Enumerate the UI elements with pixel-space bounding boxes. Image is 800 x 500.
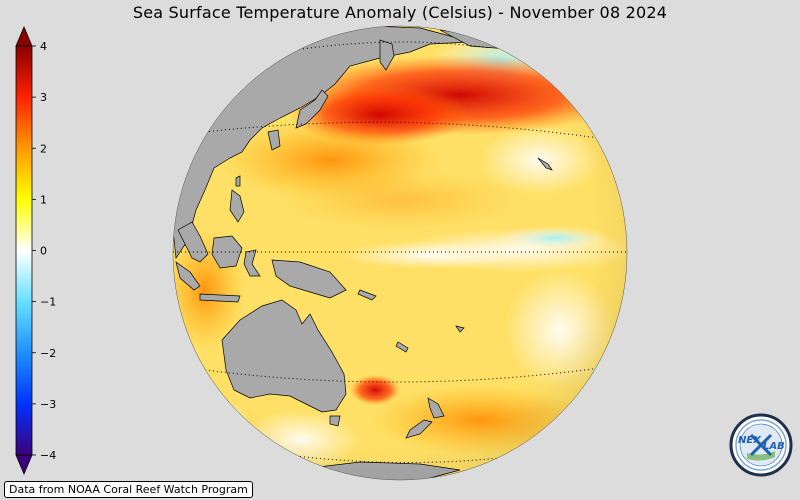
colorbar-tick-label: 3 bbox=[40, 91, 47, 104]
globe-surface bbox=[173, 26, 627, 480]
colorbar-ticks: 4 3 2 1 0 −1 −2 −3 −4 bbox=[32, 40, 56, 462]
colorbar: 4 3 2 1 0 −1 −2 −3 −4 bbox=[15, 25, 56, 476]
colorbar-tick-label: −3 bbox=[40, 398, 56, 411]
colorbar-tick-label: −2 bbox=[40, 347, 56, 360]
colorbar-tick-label: −1 bbox=[40, 296, 56, 309]
globe-outline bbox=[172, 25, 628, 481]
colorbar-extend-bottom bbox=[15, 454, 33, 476]
colorbar-tick-label: 0 bbox=[40, 245, 47, 258]
colorbar-tick-label: −4 bbox=[40, 449, 56, 462]
logo-text-right: LAB bbox=[763, 441, 785, 452]
colorbar-tick-label: 2 bbox=[40, 142, 47, 155]
colorbar-tick-label: 4 bbox=[40, 40, 47, 53]
colorbar-tick-label: 1 bbox=[40, 193, 47, 206]
map-title: Sea Surface Temperature Anomaly (Celsius… bbox=[132, 3, 668, 22]
data-credit: Data from NOAA Coral Reef Watch Program bbox=[4, 481, 253, 498]
logo-text-left: NEX bbox=[738, 435, 762, 446]
nex-lab-logo: NEX LAB bbox=[729, 413, 793, 477]
